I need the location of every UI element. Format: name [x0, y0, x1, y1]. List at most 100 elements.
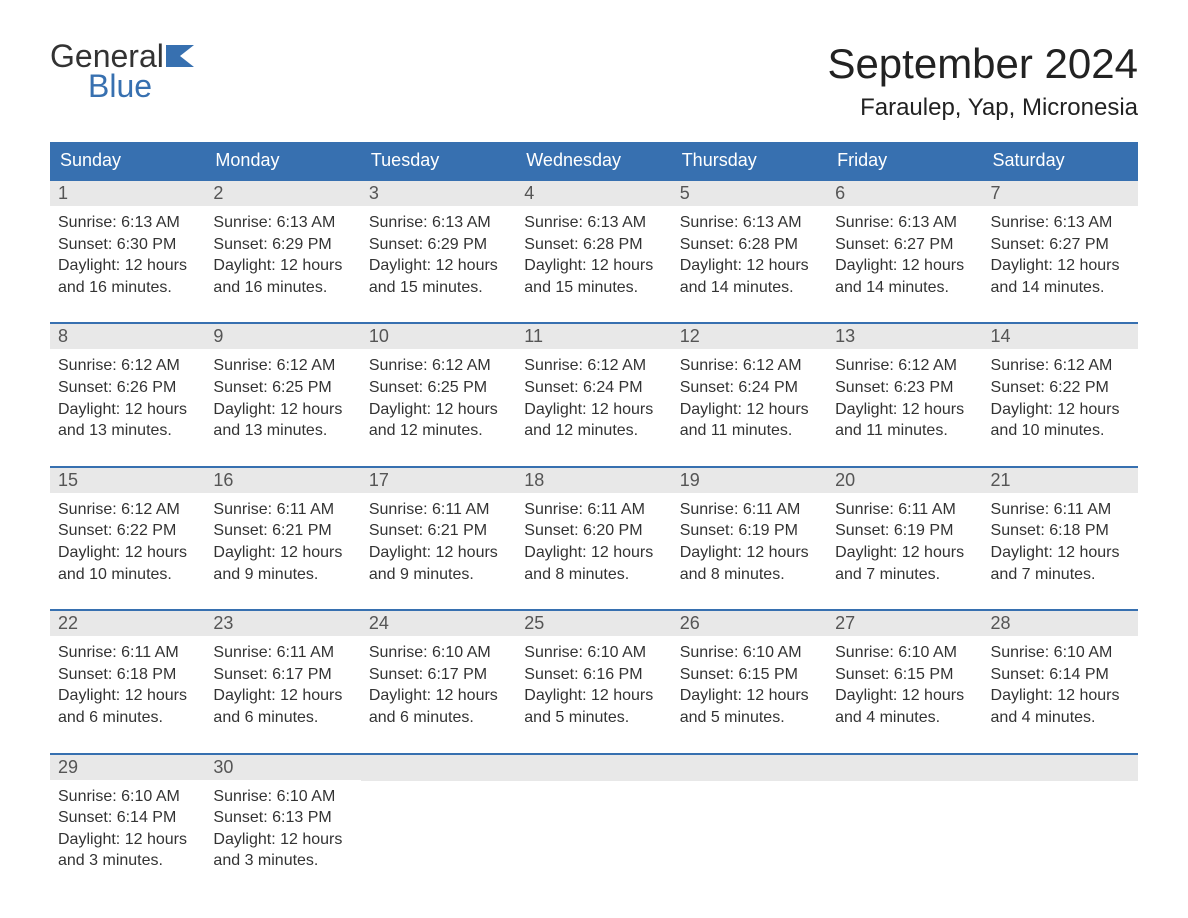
day-number: 7: [983, 181, 1138, 206]
sunrise-text: Sunrise: 6:12 AM: [524, 355, 663, 377]
day-content: [827, 781, 982, 871]
sunrise-text: Sunrise: 6:10 AM: [369, 642, 508, 664]
sunrise-text: Sunrise: 6:11 AM: [680, 499, 819, 521]
logo-flag-icon: [166, 40, 194, 72]
sunrise-text: Sunrise: 6:10 AM: [680, 642, 819, 664]
weeks-container: 1Sunrise: 6:13 AMSunset: 6:30 PMDaylight…: [50, 179, 1138, 878]
sunrise-text: Sunrise: 6:13 AM: [835, 212, 974, 234]
day-number: [983, 755, 1138, 781]
sunset-text: Sunset: 6:20 PM: [524, 520, 663, 542]
day-cell: 26Sunrise: 6:10 AMSunset: 6:15 PMDayligh…: [672, 611, 827, 734]
day-content: Sunrise: 6:11 AMSunset: 6:21 PMDaylight:…: [361, 493, 516, 591]
daylight-text-2: and 11 minutes.: [680, 420, 819, 442]
day-number: 25: [516, 611, 671, 636]
week-row: 15Sunrise: 6:12 AMSunset: 6:22 PMDayligh…: [50, 466, 1138, 591]
day-content: Sunrise: 6:13 AMSunset: 6:30 PMDaylight:…: [50, 206, 205, 304]
daylight-text-1: Daylight: 12 hours: [680, 685, 819, 707]
day-number: [516, 755, 671, 781]
daylight-text-1: Daylight: 12 hours: [213, 685, 352, 707]
sunset-text: Sunset: 6:17 PM: [369, 664, 508, 686]
daylight-text-2: and 5 minutes.: [524, 707, 663, 729]
sunrise-text: Sunrise: 6:11 AM: [58, 642, 197, 664]
day-number: 6: [827, 181, 982, 206]
daylight-text-2: and 10 minutes.: [991, 420, 1130, 442]
daylight-text-1: Daylight: 12 hours: [991, 399, 1130, 421]
day-cell: 2Sunrise: 6:13 AMSunset: 6:29 PMDaylight…: [205, 181, 360, 304]
daylight-text-1: Daylight: 12 hours: [991, 685, 1130, 707]
daylight-text-1: Daylight: 12 hours: [680, 399, 819, 421]
day-cell: 16Sunrise: 6:11 AMSunset: 6:21 PMDayligh…: [205, 468, 360, 591]
day-content: [672, 781, 827, 871]
daylight-text-1: Daylight: 12 hours: [835, 685, 974, 707]
day-number: 17: [361, 468, 516, 493]
weekday-monday: Monday: [205, 142, 360, 179]
daylight-text-1: Daylight: 12 hours: [213, 399, 352, 421]
daylight-text-2: and 9 minutes.: [213, 564, 352, 586]
day-cell: 11Sunrise: 6:12 AMSunset: 6:24 PMDayligh…: [516, 324, 671, 447]
sunset-text: Sunset: 6:26 PM: [58, 377, 197, 399]
logo: General Blue: [50, 40, 194, 101]
day-number: 27: [827, 611, 982, 636]
sunset-text: Sunset: 6:29 PM: [369, 234, 508, 256]
daylight-text-1: Daylight: 12 hours: [835, 399, 974, 421]
day-number: [672, 755, 827, 781]
day-number: 8: [50, 324, 205, 349]
day-content: Sunrise: 6:12 AMSunset: 6:22 PMDaylight:…: [983, 349, 1138, 447]
daylight-text-2: and 6 minutes.: [213, 707, 352, 729]
day-content: Sunrise: 6:10 AMSunset: 6:17 PMDaylight:…: [361, 636, 516, 734]
day-content: Sunrise: 6:10 AMSunset: 6:15 PMDaylight:…: [827, 636, 982, 734]
day-number: 4: [516, 181, 671, 206]
day-number: 24: [361, 611, 516, 636]
daylight-text-2: and 4 minutes.: [991, 707, 1130, 729]
week-row: 29Sunrise: 6:10 AMSunset: 6:14 PMDayligh…: [50, 753, 1138, 878]
day-cell: [361, 755, 516, 878]
day-content: Sunrise: 6:10 AMSunset: 6:13 PMDaylight:…: [205, 780, 360, 878]
day-cell: 17Sunrise: 6:11 AMSunset: 6:21 PMDayligh…: [361, 468, 516, 591]
day-cell: 4Sunrise: 6:13 AMSunset: 6:28 PMDaylight…: [516, 181, 671, 304]
daylight-text-1: Daylight: 12 hours: [680, 255, 819, 277]
month-title: September 2024: [827, 40, 1138, 88]
day-content: Sunrise: 6:10 AMSunset: 6:16 PMDaylight:…: [516, 636, 671, 734]
daylight-text-1: Daylight: 12 hours: [524, 685, 663, 707]
sunrise-text: Sunrise: 6:13 AM: [369, 212, 508, 234]
sunset-text: Sunset: 6:19 PM: [680, 520, 819, 542]
day-content: Sunrise: 6:10 AMSunset: 6:14 PMDaylight:…: [50, 780, 205, 878]
day-cell: 20Sunrise: 6:11 AMSunset: 6:19 PMDayligh…: [827, 468, 982, 591]
daylight-text-1: Daylight: 12 hours: [835, 255, 974, 277]
day-content: Sunrise: 6:12 AMSunset: 6:23 PMDaylight:…: [827, 349, 982, 447]
day-content: Sunrise: 6:13 AMSunset: 6:29 PMDaylight:…: [205, 206, 360, 304]
daylight-text-2: and 5 minutes.: [680, 707, 819, 729]
day-content: [361, 781, 516, 871]
daylight-text-2: and 3 minutes.: [213, 850, 352, 872]
day-content: [516, 781, 671, 871]
sunrise-text: Sunrise: 6:10 AM: [58, 786, 197, 808]
sunrise-text: Sunrise: 6:13 AM: [213, 212, 352, 234]
day-number: 15: [50, 468, 205, 493]
day-number: 29: [50, 755, 205, 780]
sunrise-text: Sunrise: 6:12 AM: [213, 355, 352, 377]
day-number: 28: [983, 611, 1138, 636]
sunset-text: Sunset: 6:23 PM: [835, 377, 974, 399]
sunset-text: Sunset: 6:14 PM: [991, 664, 1130, 686]
daylight-text-2: and 6 minutes.: [58, 707, 197, 729]
sunset-text: Sunset: 6:29 PM: [213, 234, 352, 256]
sunset-text: Sunset: 6:14 PM: [58, 807, 197, 829]
logo-line2: Blue: [88, 72, 152, 101]
daylight-text-2: and 12 minutes.: [369, 420, 508, 442]
sunset-text: Sunset: 6:17 PM: [213, 664, 352, 686]
page-header: General Blue September 2024 Faraulep, Ya…: [50, 40, 1138, 122]
day-cell: 27Sunrise: 6:10 AMSunset: 6:15 PMDayligh…: [827, 611, 982, 734]
sunrise-text: Sunrise: 6:13 AM: [524, 212, 663, 234]
day-cell: 6Sunrise: 6:13 AMSunset: 6:27 PMDaylight…: [827, 181, 982, 304]
daylight-text-2: and 11 minutes.: [835, 420, 974, 442]
day-content: Sunrise: 6:12 AMSunset: 6:25 PMDaylight:…: [361, 349, 516, 447]
daylight-text-1: Daylight: 12 hours: [524, 255, 663, 277]
weekday-friday: Friday: [827, 142, 982, 179]
sunset-text: Sunset: 6:28 PM: [680, 234, 819, 256]
sunrise-text: Sunrise: 6:11 AM: [835, 499, 974, 521]
day-content: [983, 781, 1138, 871]
day-cell: 12Sunrise: 6:12 AMSunset: 6:24 PMDayligh…: [672, 324, 827, 447]
day-number: 16: [205, 468, 360, 493]
week-row: 1Sunrise: 6:13 AMSunset: 6:30 PMDaylight…: [50, 179, 1138, 304]
daylight-text-2: and 14 minutes.: [991, 277, 1130, 299]
